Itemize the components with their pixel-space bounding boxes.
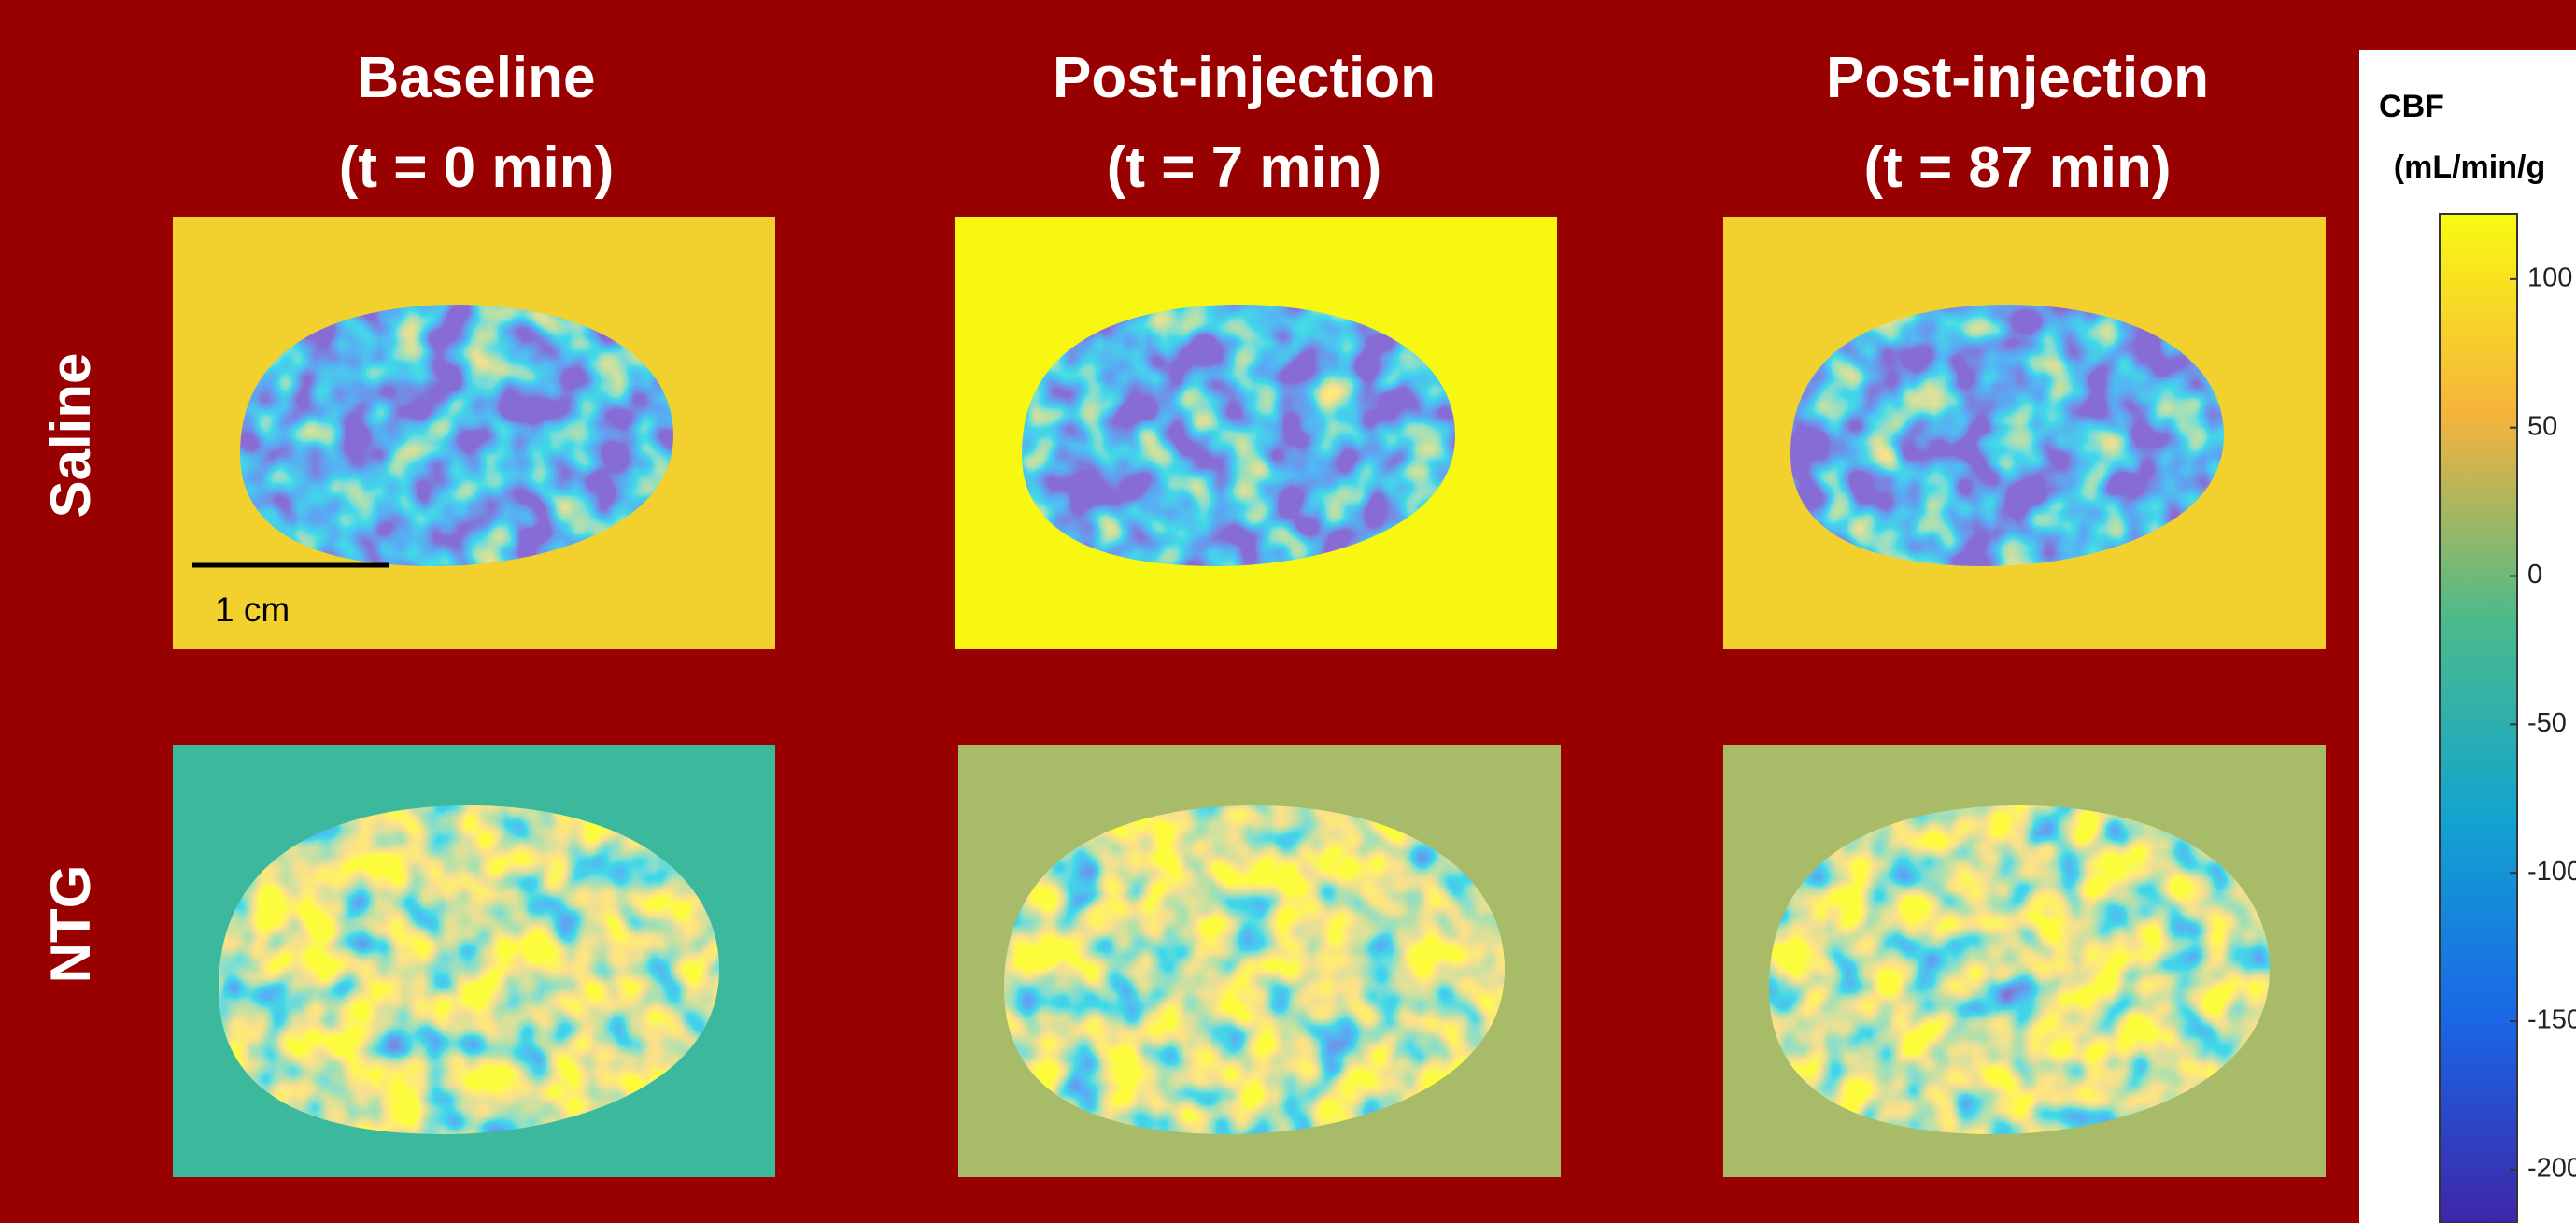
page: CBF maps html, body { margin: 0; padding… <box>0 0 2576 1223</box>
colorbar-tick-label: 50 <box>2527 411 2557 441</box>
brain-texture <box>1790 305 2224 566</box>
colorbar-tick-label: -200 <box>2527 1153 2576 1183</box>
row-label: NTG <box>39 865 102 984</box>
colorbar-tick-label: 100 <box>2527 263 2572 293</box>
brain-texture <box>240 305 673 566</box>
brain-texture <box>219 805 719 1134</box>
brain-map <box>219 805 719 1134</box>
colorbar-unit: (mL/min/g <box>2394 149 2545 185</box>
colorbar-tick-label: -150 <box>2527 1005 2576 1035</box>
colorbar-tick-label: 0 <box>2527 560 2542 590</box>
column-title: Post-injection <box>1826 46 2209 110</box>
body: {"columns": [ {"title": "Baseline", "sub… <box>0 0 2576 1223</box>
column-title: Post-injection <box>1053 46 1436 110</box>
brain-texture <box>1004 805 1505 1134</box>
colorbar-tick-label: -100 <box>2527 857 2576 887</box>
brain-texture <box>1022 305 1455 566</box>
column-subtitle: (t = 87 min) <box>1863 135 2171 200</box>
brain-map <box>240 305 673 566</box>
colorbar-title: CBF <box>2379 89 2444 124</box>
brain-map <box>1769 805 2270 1134</box>
column-subtitle: (t = 7 min) <box>1107 135 1382 200</box>
brain-texture <box>1769 805 2270 1134</box>
figure: Baseline (t = 0 min) Post-injection (t = 7 … <box>0 0 2576 1223</box>
colorbar <box>2440 214 2517 1223</box>
column-title: Baseline <box>357 46 595 110</box>
row-label: Saline <box>39 353 102 519</box>
scale-bar-label: 1 cm <box>215 590 290 629</box>
column-subtitle: (t = 0 min) <box>339 135 615 200</box>
brain-map <box>1022 305 1455 566</box>
brain-map <box>1004 805 1505 1134</box>
colorbar-tick-label: -50 <box>2527 708 2567 738</box>
brain-map <box>1790 305 2224 566</box>
